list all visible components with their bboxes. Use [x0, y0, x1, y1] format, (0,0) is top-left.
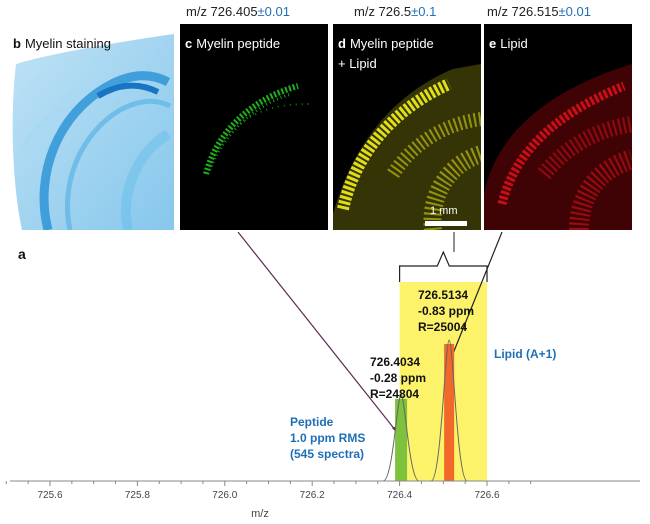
panel-c-label: c Myelin peptide: [185, 36, 281, 51]
peak-annotation-peptide: 726.4034 -0.28 ppm R=24804: [370, 355, 427, 401]
header-window-mz: m/z 726.5±0.1: [354, 4, 437, 19]
x-axis-label: m/z: [251, 508, 269, 520]
panel-lipid: e Lipid: [484, 24, 632, 230]
mass-spectrum-chart: 725.6 725.8 726.0 726.2 726.4 726.6 m/z: [5, 232, 640, 520]
peak-bar-0: [395, 398, 408, 481]
x-tick-label: 725.8: [125, 490, 150, 501]
panel-a-label: a: [18, 246, 26, 262]
scale-bar: [425, 221, 467, 226]
panel-b-label: b Myelin staining: [13, 36, 111, 51]
combined-ion-image: [333, 64, 481, 230]
panel-e-label: e Lipid: [489, 36, 528, 51]
header-lipid-mz: m/z 726.515±0.01: [487, 4, 591, 19]
header-peptide-mz: m/z 726.405±0.01: [186, 4, 290, 19]
highlight-window: [399, 282, 487, 481]
lipid-label: Lipid (A+1): [494, 347, 557, 361]
scale-bar-label: 1 mm: [430, 205, 458, 217]
peak-profile-1: [430, 339, 468, 482]
panel-myelin-peptide: c Myelin peptide: [180, 24, 328, 230]
window-bracket: [399, 250, 488, 282]
x-tick-label: 726.6: [474, 490, 499, 501]
peak-annotation-lipid: 726.5134 -0.83 ppm R=25004: [418, 288, 475, 334]
x-tick-label: 726.4: [387, 490, 412, 501]
panel-d-label: d Myelin peptide: [338, 36, 434, 51]
peak-profile-0: [382, 394, 420, 482]
panel-myelin-staining: b Myelin staining: [8, 24, 174, 230]
panel-d-label-line2: + Lipid: [338, 56, 377, 71]
peak-bar-1: [444, 344, 455, 481]
peptide-label: Peptide 1.0 ppm RMS (545 spectra): [290, 415, 366, 461]
x-tick-label: 726.2: [300, 490, 325, 501]
lipid-ion-image: [484, 64, 632, 230]
connector-line-peptide: [237, 232, 401, 437]
myelin-stain-image: [12, 34, 174, 230]
x-tick-label: 725.6: [37, 490, 62, 501]
myelin-peptide-ion-image: [203, 83, 311, 175]
panel-peptide-plus-lipid: d Myelin peptide + Lipid 1 mm: [333, 24, 481, 230]
x-tick-label: 726.0: [212, 490, 237, 501]
connector-line-lipid: [447, 232, 503, 367]
